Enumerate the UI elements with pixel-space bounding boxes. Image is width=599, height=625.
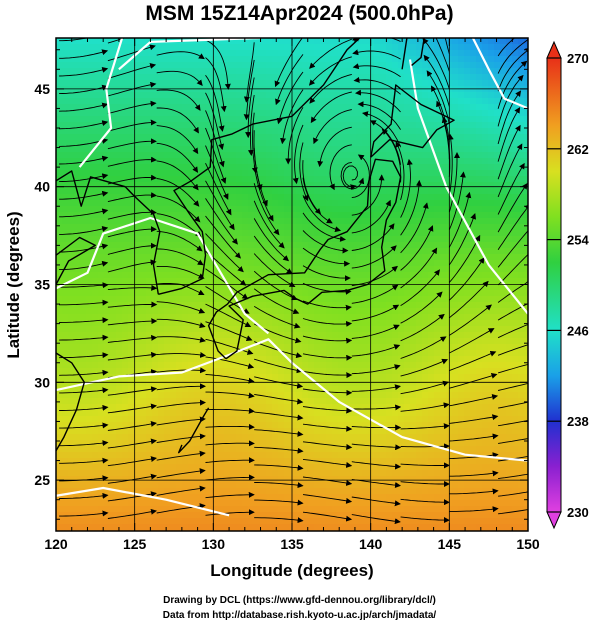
colorbar: 230 238 246 254 262 270 xyxy=(546,40,589,530)
x-tick-label: 120 xyxy=(44,536,68,552)
chart-title: MSM 15Z14Apr2024 (500.0hPa) xyxy=(145,2,454,25)
x-tick-label: 140 xyxy=(359,536,383,552)
y-tick-label: 25 xyxy=(34,472,50,488)
colorbar-min-arrow xyxy=(546,511,562,530)
x-tick-label: 130 xyxy=(202,536,226,552)
colorbar-gradient xyxy=(546,57,562,513)
colorbar-tick-label: 238 xyxy=(567,414,589,429)
colorbar-tick-label: 230 xyxy=(567,505,589,520)
y-tick-label: 35 xyxy=(34,277,50,293)
coastlines xyxy=(56,38,455,454)
streamlines xyxy=(59,38,528,525)
x-tick-label: 135 xyxy=(280,536,304,552)
footer-credit-dcl: Drawing by DCL (https://www.gfd-dennou.o… xyxy=(163,595,436,606)
axes: 120 125 130 135 140 145 150 25 30 35 40 45 xyxy=(34,38,540,552)
temperature-field xyxy=(56,38,528,531)
colorbar-tick-label: 262 xyxy=(567,142,589,157)
y-axis-label: Latitude (degrees) xyxy=(4,211,23,358)
lat-lon-grid xyxy=(56,38,528,531)
colorbar-tick-label: 246 xyxy=(567,323,589,338)
x-axis-label: Longitude (degrees) xyxy=(210,561,373,580)
y-tick-label: 40 xyxy=(34,179,50,195)
colorbar-tick-label: 254 xyxy=(567,233,589,248)
x-tick-label: 150 xyxy=(516,536,540,552)
colorbar-tick-label: 270 xyxy=(567,51,589,66)
x-tick-label: 125 xyxy=(123,536,147,552)
y-tick-label: 30 xyxy=(34,374,50,390)
y-tick-label: 45 xyxy=(34,81,50,97)
x-tick-label: 145 xyxy=(438,536,462,552)
footer-credit-data: Data from http://database.rish.kyoto-u.a… xyxy=(162,610,437,621)
colorbar-max-arrow xyxy=(546,40,562,59)
